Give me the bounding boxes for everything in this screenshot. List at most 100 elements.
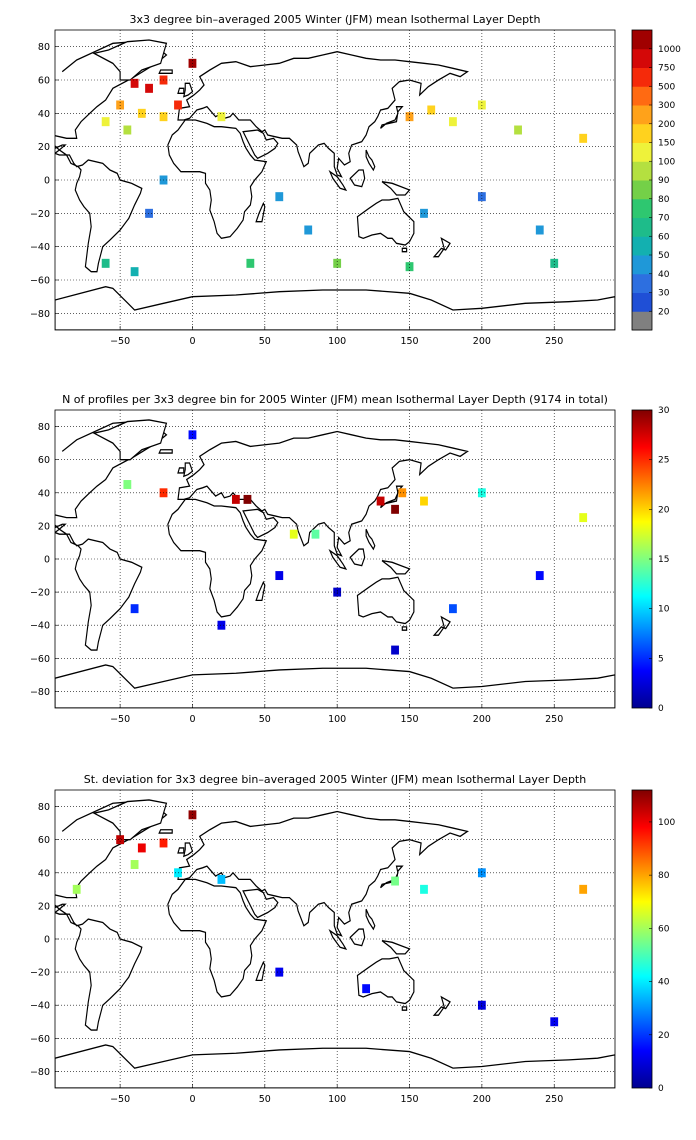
colorbar-tick-label: 150 <box>658 139 675 149</box>
data-bin <box>72 884 81 894</box>
data-bin <box>275 192 284 202</box>
data-bin <box>304 225 313 235</box>
y-tick-label: 80 <box>38 802 50 813</box>
data-bin <box>391 504 399 514</box>
data-bin <box>391 645 399 655</box>
world-coastline <box>55 419 615 708</box>
panel-1: 3x3 degree bin–averaged 2005 Winter (JFM… <box>30 13 681 347</box>
colorbar-swatch <box>632 180 652 200</box>
data-bin <box>123 125 132 135</box>
data-bin <box>579 513 588 523</box>
colorbar-frame <box>631 789 653 1089</box>
colorbar-swatch <box>632 67 652 87</box>
x-tick-label: −50 <box>110 714 130 725</box>
colorbar-tick-label: 30 <box>658 289 670 299</box>
chart-title: 3x3 degree bin–averaged 2005 Winter (JFM… <box>130 13 541 26</box>
data-bin <box>159 838 168 848</box>
colorbar-tick-label: 60 <box>658 232 670 242</box>
colorbar-swatch <box>632 123 652 143</box>
data-bin <box>275 967 284 977</box>
y-tick-label: 0 <box>44 935 50 946</box>
data-bin <box>405 262 414 272</box>
colorbar-frame <box>631 29 653 331</box>
colorbar-swatch <box>632 30 652 50</box>
colorbar-tick-label: 5 <box>658 654 664 664</box>
colorbar-tick-label: 25 <box>658 456 669 466</box>
panel-3: St. deviation for 3x3 degree bin–average… <box>30 773 676 1105</box>
colorbar-tick-label: 750 <box>658 64 675 74</box>
map-area <box>55 799 615 1088</box>
colorbar-tick-label: 1000 <box>658 45 681 55</box>
world-coastline <box>55 799 615 1088</box>
x-tick-label: 50 <box>259 1094 271 1105</box>
data-bin <box>550 258 559 268</box>
y-tick-label: 20 <box>38 521 50 532</box>
x-tick-label: 250 <box>545 336 563 347</box>
y-tick-label: 0 <box>44 176 50 187</box>
data-bin <box>174 100 182 110</box>
x-tick-label: 100 <box>328 1094 346 1105</box>
y-tick-label: 40 <box>38 109 50 120</box>
data-bin <box>243 494 252 504</box>
data-bin <box>449 117 457 127</box>
y-tick-label: 40 <box>38 488 50 499</box>
colorbar-gradient <box>632 790 652 1088</box>
map-area <box>55 419 615 708</box>
data-bin <box>130 860 139 869</box>
x-tick-label: 250 <box>545 1094 563 1105</box>
colorbar-swatch <box>632 161 652 181</box>
y-tick-label: −20 <box>30 209 50 220</box>
data-bin <box>130 78 139 88</box>
data-bin <box>420 884 428 894</box>
x-tick-label: 200 <box>473 714 491 725</box>
data-bin <box>101 258 110 268</box>
colorbar-tick-label: 80 <box>658 195 670 205</box>
colorbar-tick-label: 15 <box>658 555 669 565</box>
data-bin <box>116 835 125 845</box>
panel-2: N of profiles per 3x3 degree bin for 200… <box>30 393 670 725</box>
x-tick-label: 250 <box>545 714 563 725</box>
colorbar-swatch <box>632 86 652 106</box>
x-tick-label: 100 <box>328 336 346 347</box>
x-tick-label: 200 <box>473 336 491 347</box>
colorbar-frame <box>631 409 653 709</box>
data-bin <box>246 258 255 268</box>
colorbar-tick-label: 40 <box>658 270 670 280</box>
colorbar: 0 20 40 60 80 100 <box>631 789 675 1094</box>
colorbar-tick-label: 20 <box>658 307 670 317</box>
data-bin <box>275 571 284 581</box>
data-bin <box>398 488 407 498</box>
y-tick-label: −60 <box>30 276 50 287</box>
x-tick-label: 0 <box>189 1094 195 1105</box>
y-tick-label: 20 <box>38 142 50 153</box>
colorbar-tick-label: 60 <box>658 924 670 934</box>
chart-title: St. deviation for 3x3 degree bin–average… <box>84 773 586 786</box>
y-tick-label: −60 <box>30 1034 50 1045</box>
y-tick-label: 60 <box>38 835 50 846</box>
colorbar-swatch <box>632 255 652 275</box>
colorbar-tick-label: 90 <box>658 176 670 186</box>
data-bin <box>333 258 342 268</box>
y-tick-label: −20 <box>30 968 50 979</box>
y-tick-label: −40 <box>30 621 50 632</box>
colorbar-tick-label: 20 <box>658 505 670 515</box>
colorbar-swatch <box>632 198 652 218</box>
x-tick-label: 150 <box>400 714 418 725</box>
colorbar-tick-label: 500 <box>658 82 675 92</box>
data-bin <box>101 117 110 127</box>
colorbar-gradient <box>632 410 652 708</box>
colorbar-tick-label: 300 <box>658 101 675 111</box>
x-tick-label: 50 <box>259 714 271 725</box>
data-bin <box>217 112 226 122</box>
colorbar-tick-label: 50 <box>658 251 670 261</box>
data-bin <box>217 620 226 630</box>
data-bin <box>405 112 414 122</box>
y-tick-label: −20 <box>30 588 50 599</box>
map-area <box>55 39 615 330</box>
data-bin <box>420 496 428 506</box>
colorbar-tick-label: 30 <box>658 406 670 416</box>
colorbar-tick-label: 100 <box>658 157 675 167</box>
colorbar-swatch <box>632 236 652 256</box>
x-tick-label: 200 <box>473 1094 491 1105</box>
data-bin <box>145 83 153 93</box>
